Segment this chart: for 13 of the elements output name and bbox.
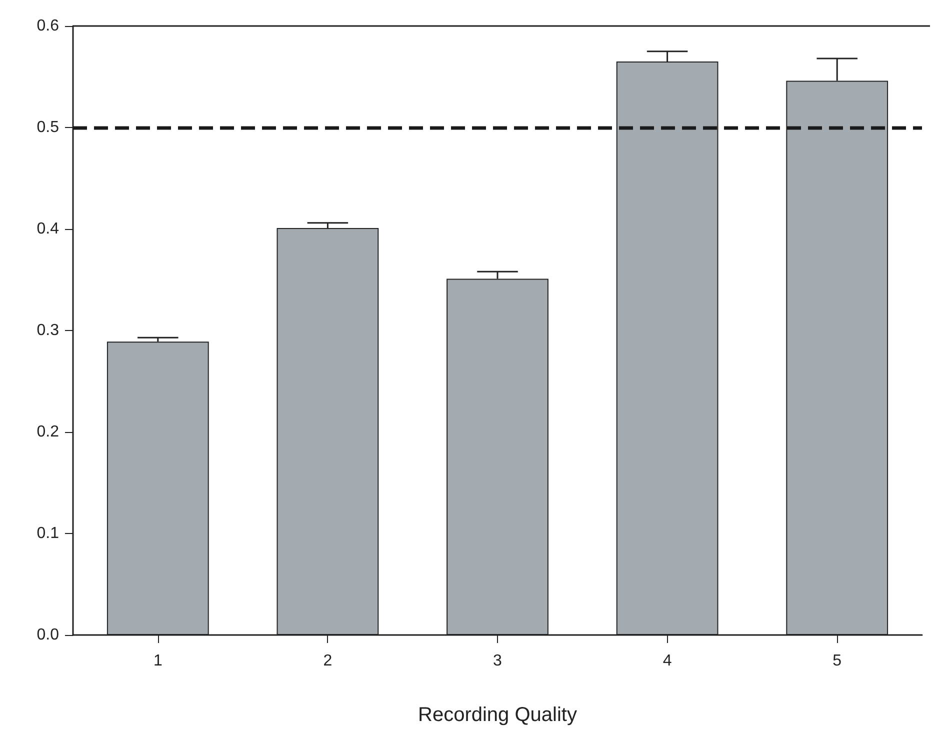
x-tick-label: 5 — [832, 652, 842, 670]
y-tick-label: 0.4 — [36, 220, 60, 238]
y-tick-label: 0.6 — [36, 18, 60, 34]
x-tick-label: 1 — [153, 652, 162, 670]
y-tick-label: 0.0 — [36, 626, 60, 644]
y-tick-label: 0.3 — [36, 322, 60, 339]
y-tick-label: 0.2 — [36, 424, 60, 440]
y-tick-label: 0.1 — [36, 525, 60, 542]
x-tick-label: 3 — [493, 652, 502, 670]
y-tick-label: 0.5 — [36, 119, 60, 136]
x-tick-label: 4 — [662, 652, 672, 670]
x-axis-title: Recording Quality — [418, 704, 577, 726]
x-tick-label: 2 — [323, 652, 332, 670]
